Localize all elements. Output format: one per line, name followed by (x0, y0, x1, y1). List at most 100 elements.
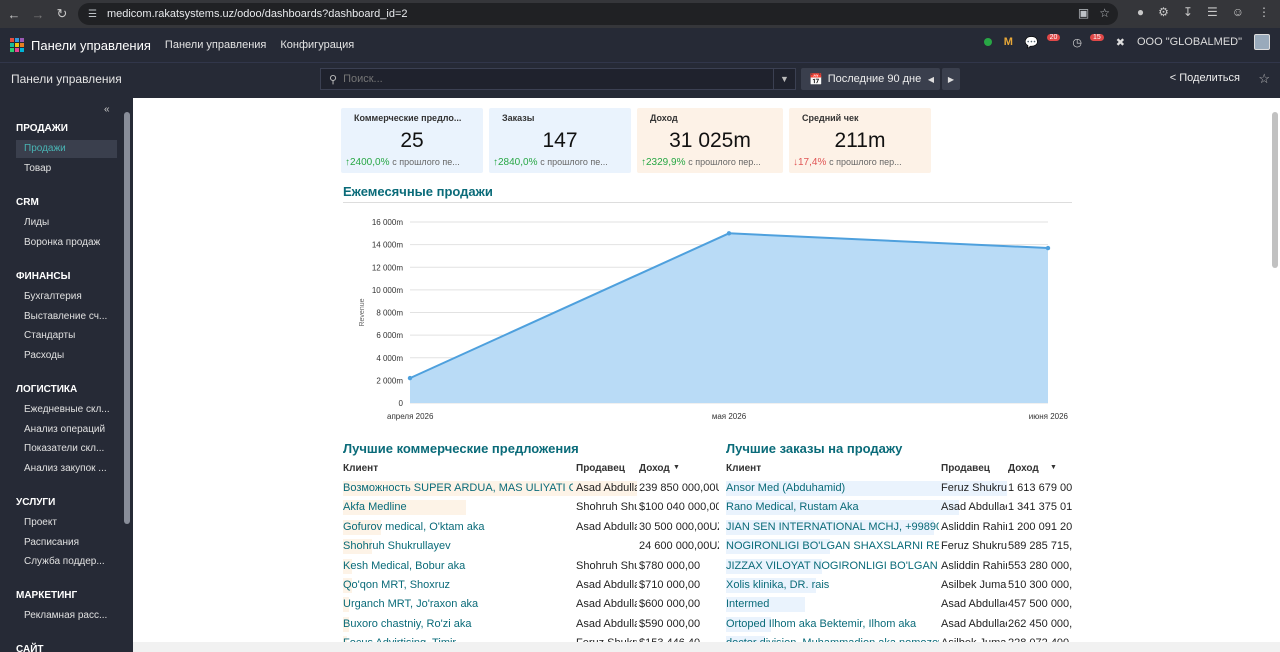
table-row[interactable]: Buxoro chastniy, Ro'zi aka Asad Abdullaev… (343, 615, 719, 634)
app-name[interactable]: Панели управления (31, 37, 151, 53)
forward-icon[interactable]: → (31, 6, 45, 22)
sidebar-scrollbar[interactable] (124, 112, 130, 524)
kpi-trend-value: 17,4% (798, 157, 827, 168)
extensions-icon[interactable]: ⚙ (1158, 5, 1169, 19)
sidebar-item[interactable]: Ежедневные скл... (24, 404, 110, 415)
orders-header[interactable]: Доход (1008, 463, 1039, 474)
sidebar-item[interactable]: Расписания (24, 536, 79, 548)
back-icon[interactable]: ← (7, 6, 21, 22)
sidebar-section-title: CRM (16, 197, 39, 208)
table-row[interactable]: NOGIRONLIGI BO'LGAN SHAXSLARNI REABILITA… (726, 537, 1072, 556)
dashboard-sidebar: « ПРОДАЖИ Продажи Товар CRM Лиды Воронка прод… (0, 98, 133, 652)
favorite-star-icon[interactable]: ☆ (1258, 71, 1270, 86)
kpi-card[interactable]: Доход 31 025m ↑2329,9% с прошлого пер... (637, 108, 783, 173)
cell-client[interactable]: Shohruh Shukrullayev (343, 540, 451, 553)
chat-icon[interactable]: 💬 (1024, 36, 1039, 49)
user-avatar[interactable] (1254, 34, 1270, 50)
company-switcher[interactable]: ООО "GLOBALMED" (1137, 36, 1242, 48)
reload-icon[interactable]: ↻ (56, 6, 68, 21)
cell-client[interactable]: Rano Medical, Rustam Aka (726, 501, 859, 514)
menu-dashboards[interactable]: Панели управления (164, 39, 267, 51)
table-row[interactable]: Xolis klinika, DR. rais Asilbek Jumanov51… (726, 576, 1072, 595)
sidebar-item[interactable]: Служба поддер... (24, 556, 105, 567)
table-row[interactable]: Akfa Medline Shohruh Shukrullayev$100 040… (343, 498, 719, 517)
cell-client[interactable]: JIZZAX VILOYAT NOGIRONLIGI BO'LGAN SHAXS… (726, 559, 939, 572)
apps-menu-icon[interactable] (10, 38, 24, 52)
table-row[interactable]: Intermed Asad Abdullaev457 500 000,00 (726, 595, 1072, 614)
browser-menu-icon[interactable]: ⋮ (1258, 5, 1270, 19)
cell-client[interactable]: Qo'qon MRT, Shoxruz (343, 579, 451, 591)
sidebar-item[interactable]: Проект (24, 517, 57, 528)
sidebar-item[interactable]: Лиды (24, 217, 50, 228)
cell-client[interactable]: Ansor Med (Abduhamid) (726, 482, 846, 494)
cell-client[interactable]: Возможность SUPER ARDUA, MAS ULIYATI CHE… (343, 482, 573, 494)
download-icon[interactable]: ↧ (1182, 5, 1193, 19)
sidebar-item[interactable]: Расходы (24, 349, 65, 361)
period-selector-button[interactable]: 📅 Последние 90 дней (801, 68, 936, 90)
sidebar-item[interactable]: Анализ закупок ... (24, 462, 107, 474)
profile-dot-icon[interactable]: ● (1136, 5, 1145, 19)
cell-client[interactable]: Ortoped Ilhom aka Bektemir, Ilhom aka (726, 617, 917, 630)
table-row[interactable]: Kesh Medical, Bobur aka Shohruh Shukrulla… (343, 557, 719, 576)
kpi-title: Заказы (502, 113, 535, 123)
cell-client[interactable]: Akfa Medline (343, 501, 407, 514)
sidebar-item[interactable]: Показатели скл... (24, 443, 105, 454)
kpi-card[interactable]: Заказы 147 ↑2840,0% с прошлого пе... (489, 108, 631, 173)
main-scrollbar[interactable] (1272, 112, 1278, 268)
table-row[interactable]: JIZZAX VILOYAT NOGIRONLIGI BO'LGAN SHAXS… (726, 557, 1072, 576)
kpi-card[interactable]: Коммерческие предло... 25 ↑2400,0% с прошл… (341, 108, 483, 173)
collapse-sidebar-icon[interactable]: « (104, 104, 110, 115)
mail-app-icon[interactable]: M (1003, 36, 1013, 48)
sidebar-item[interactable]: Выставление сч... (24, 310, 108, 322)
kpi-card[interactable]: Средний чек 211m ↓17,4% с прошлого пер... (789, 108, 931, 173)
table-row[interactable]: Ortoped Ilhom aka Bektemir, Ilhom aka Asa… (726, 615, 1072, 634)
table-row[interactable]: Ansor Med (Abduhamid) Feruz Shukrullayev1… (726, 479, 1072, 498)
cell-client[interactable]: JIAN SEN INTERNATIONAL MCHJ, +9989099500… (726, 520, 939, 533)
install-app-icon[interactable]: ▣ (1077, 6, 1090, 20)
sidebar-item[interactable]: Бухгалтерия (24, 291, 82, 302)
cell-client[interactable]: Gofurov medical, O'ktam aka (343, 520, 485, 533)
table-row[interactable]: JIAN SEN INTERNATIONAL MCHJ, +9989099500… (726, 518, 1072, 537)
cell-client[interactable]: NOGIRONLIGI BO'LGAN SHAXSLARNI REABILITA… (726, 540, 939, 553)
activity-clock-icon[interactable]: ◷ (1072, 36, 1082, 49)
tools-icon[interactable]: ✖ (1115, 36, 1125, 49)
quotes-header[interactable]: Клиент (343, 463, 379, 474)
search-bar[interactable]: ⚲ ▼ (320, 68, 796, 90)
search-options-toggle-icon[interactable]: ▼ (773, 69, 795, 89)
cell-client[interactable]: Xolis klinika, DR. rais (726, 579, 830, 591)
bookmark-star-icon[interactable]: ☆ (1099, 6, 1110, 20)
table-row[interactable]: Gofurov medical, O'ktam aka Asad Abdullae… (343, 518, 719, 537)
account-icon[interactable]: ☺ (1231, 5, 1244, 19)
sidebar-item[interactable]: Товар (24, 162, 52, 174)
share-button[interactable]: < Поделиться (1170, 72, 1240, 84)
cell-client[interactable]: Buxoro chastniy, Ro'zi aka (343, 617, 472, 630)
sidebar-item[interactable]: Воронка продаж (24, 236, 101, 248)
table-row[interactable]: Возможность SUPER ARDUA, MAS ULIYATI CHE… (343, 479, 719, 498)
site-info-icon[interactable]: ☰ (88, 8, 97, 20)
cell-client[interactable]: Intermed (726, 598, 770, 611)
period-next-button[interactable]: ▶ (942, 68, 960, 90)
horizontal-scrollbar[interactable] (133, 642, 1280, 652)
search-input[interactable] (343, 73, 764, 85)
quotes-header[interactable]: Доход (639, 463, 670, 474)
menu-configuration[interactable]: Конфигурация (280, 39, 355, 51)
arrow-up-icon: ↑ (493, 157, 498, 168)
media-icon[interactable]: ☰ (1206, 5, 1218, 19)
sort-desc-icon[interactable]: ▼ (673, 464, 680, 471)
orders-header[interactable]: Продавец (941, 463, 990, 474)
table-row[interactable]: Shohruh Shukrullayev 24 600 000,00UZS (343, 537, 719, 556)
table-row[interactable]: Qo'qon MRT, Shoxruz Asad Abdullaev$710 00… (343, 576, 719, 595)
table-row[interactable]: Urganch MRT, Jo'raxon aka Asad Abdullaev$… (343, 595, 719, 614)
sidebar-item[interactable]: Рекламная расс... (24, 610, 108, 621)
sidebar-item[interactable]: Анализ операций (24, 423, 106, 435)
sort-desc-icon[interactable]: ▼ (1050, 464, 1057, 471)
cell-client[interactable]: Kesh Medical, Bobur aka (343, 559, 466, 572)
sidebar-item[interactable]: Продажи (16, 140, 117, 158)
cell-client[interactable]: Urganch MRT, Jo'raxon aka (343, 598, 479, 611)
table-row[interactable]: Rano Medical, Rustam Aka Asad Abdullaev1 … (726, 498, 1072, 517)
quotes-header[interactable]: Продавец (576, 463, 625, 474)
address-bar[interactable]: ☰ medicom.rakatsystems.uz/odoo/dashboard… (78, 3, 1118, 25)
period-prev-button[interactable]: ◀ (922, 68, 940, 90)
orders-header[interactable]: Клиент (726, 463, 762, 474)
sidebar-item[interactable]: Стандарты (24, 330, 76, 341)
